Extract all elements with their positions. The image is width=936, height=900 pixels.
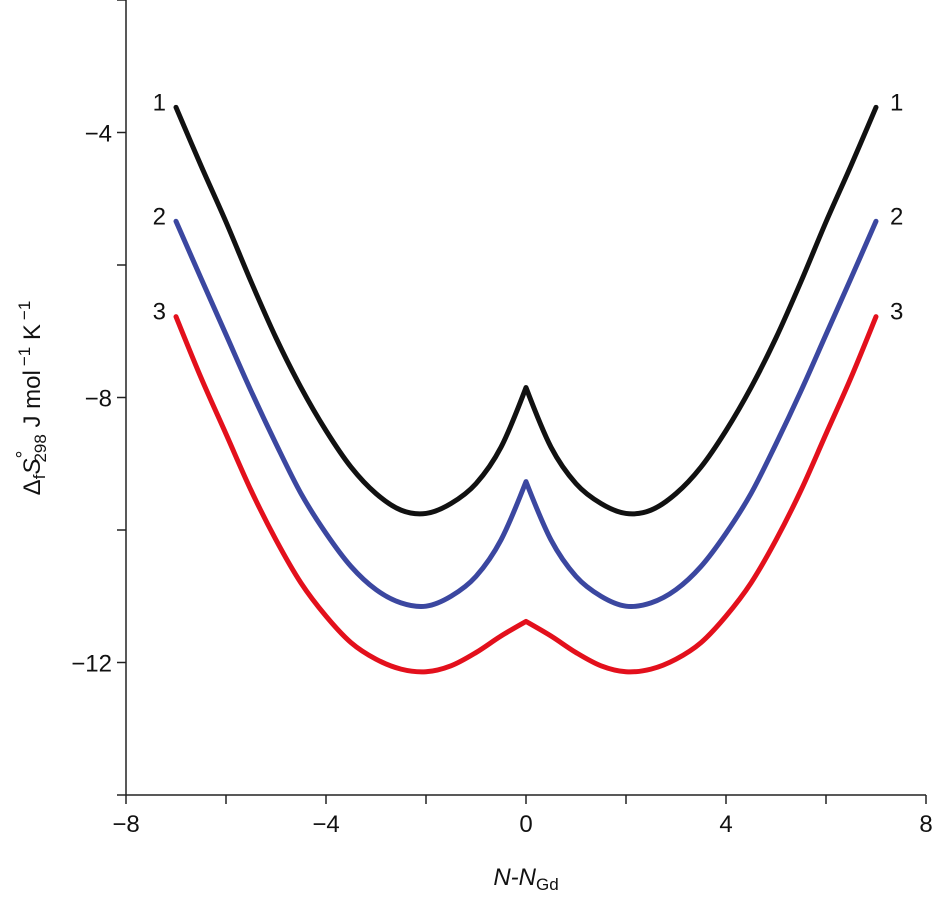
- series-label-left: 2: [153, 203, 166, 230]
- y-tick-label: −12: [71, 651, 112, 678]
- y-tick-label: −8: [85, 386, 112, 413]
- series-group: [173, 104, 879, 675]
- series-label-left: 3: [153, 299, 166, 326]
- series-label-left: 1: [153, 89, 166, 116]
- y-tick-label: −4: [85, 121, 112, 148]
- series-label-right: 2: [890, 203, 903, 230]
- x-tick-label: 4: [719, 811, 732, 838]
- x-tick-label: 0: [519, 811, 532, 838]
- series-labels: 1 1 2 2 3 3: [153, 89, 904, 325]
- series-3-line: [173, 314, 879, 675]
- series-2-line: [173, 218, 879, 610]
- x-tick-label: −4: [312, 811, 339, 838]
- series-label-right: 3: [890, 299, 903, 326]
- x-tick-label: 8: [919, 811, 932, 838]
- x-tick-label: −8: [112, 811, 139, 838]
- series-1-line: [173, 104, 879, 517]
- x-axis-label: N-NGd: [493, 864, 558, 894]
- axes: −8 −4 0 4 8 −4 −8 −12: [71, 0, 933, 838]
- series-label-right: 1: [890, 89, 903, 116]
- y-axis-label: ΔfS°298 J mol−1 K−1: [13, 301, 50, 496]
